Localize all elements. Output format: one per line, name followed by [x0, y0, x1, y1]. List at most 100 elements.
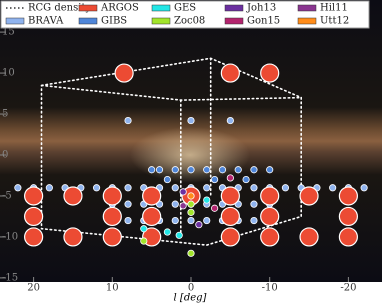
field-marker [299, 186, 319, 206]
y-tick-label: -10 [2, 231, 18, 242]
y-tick-label: 0 [2, 150, 8, 161]
field-marker [179, 188, 187, 196]
field-marker [124, 116, 132, 125]
legend: RCG density BRAVA ARGOS GIBS GES Zoc08 Joh13 Go… [5, 3, 349, 27]
field-marker [220, 227, 240, 247]
field-marker [171, 200, 179, 208]
legend-label: GES [174, 3, 196, 14]
field-marker [260, 186, 280, 206]
x-tick-label: -10 [262, 283, 278, 294]
field-marker [260, 63, 280, 83]
field-marker [220, 186, 240, 206]
field-marker [250, 184, 258, 192]
field-marker [260, 206, 280, 227]
field-marker [155, 166, 164, 174]
legend-label: Joh13 [246, 3, 276, 14]
legend-swatch [297, 17, 317, 25]
y-tick-label: 15 [2, 27, 15, 38]
field-marker [250, 200, 258, 208]
field-marker [92, 184, 101, 192]
legend-swatch [224, 17, 244, 25]
field-marker [171, 216, 179, 225]
legend-label: BRAVA [28, 16, 64, 27]
field-marker [234, 166, 242, 174]
field-marker [281, 184, 290, 192]
field-marker [260, 227, 280, 247]
field-marker [338, 227, 358, 247]
legend-swatch [151, 17, 171, 25]
x-axis-label: l [deg] [174, 293, 207, 304]
legend-swatch [224, 4, 244, 12]
field-marker [124, 184, 132, 192]
field-marker [24, 206, 44, 227]
field-marker [211, 175, 219, 184]
legend-swatch [5, 17, 25, 25]
field-marker [171, 166, 179, 174]
field-marker [114, 63, 134, 83]
legend-label: RCG density [28, 3, 91, 14]
legend-label: ARGOS [100, 3, 139, 14]
field-marker [45, 184, 53, 192]
field-marker [140, 237, 148, 245]
y-tick-label: -5 [2, 190, 12, 201]
field-marker [187, 192, 195, 200]
field-marker [220, 63, 240, 83]
field-marker [142, 206, 162, 227]
legend-label: Hil11 [320, 3, 348, 14]
field-marker [218, 166, 227, 174]
field-marker [242, 175, 250, 184]
field-marker [148, 166, 156, 174]
field-marker [140, 225, 148, 233]
field-marker [24, 186, 44, 206]
field-marker [220, 206, 240, 227]
field-marker [187, 116, 195, 125]
y-tick-label: 10 [2, 68, 15, 79]
x-tick-label: 20 [27, 283, 40, 294]
field-marker [63, 186, 83, 206]
x-tick-label: -20 [340, 283, 356, 294]
field-marker [250, 216, 258, 225]
field-marker [195, 221, 203, 229]
legend-swatch [297, 4, 317, 12]
field-marker [250, 166, 258, 174]
field-marker [338, 206, 358, 227]
field-marker [171, 184, 179, 192]
field-marker [226, 174, 234, 182]
field-marker [142, 186, 162, 206]
legend-label: GIBS [101, 16, 127, 27]
rcg-outline [40, 57, 302, 246]
field-marker [124, 216, 132, 225]
field-marker [329, 184, 337, 192]
field-marker [203, 166, 211, 174]
legend-label: Zoc08 [174, 16, 205, 27]
x-tick-label: 0 [188, 283, 194, 294]
field-marker [179, 202, 187, 210]
field-marker [63, 227, 83, 247]
legend-label: Gon15 [247, 16, 280, 27]
field-marker [14, 184, 22, 192]
field-marker [187, 166, 195, 174]
field-marker [175, 231, 183, 239]
y-tick-label: -15 [2, 272, 18, 283]
field-marker [203, 196, 211, 204]
legend-swatch [78, 17, 98, 25]
axis-band [0, 282, 382, 306]
bulge-glow [130, 127, 250, 183]
legend-swatch [78, 4, 98, 12]
field-marker [24, 227, 44, 247]
plot-area: -15 -10 -5 0 5 10 15 20 10 0 -10 -20 [0, 27, 368, 294]
field-marker [360, 184, 368, 192]
field-marker [226, 116, 234, 125]
field-marker [338, 186, 358, 206]
field-marker [102, 186, 122, 206]
field-marker [187, 249, 195, 257]
field-marker [102, 227, 122, 247]
field-marker [102, 206, 122, 227]
field-marker [299, 227, 319, 247]
field-marker [187, 216, 195, 225]
field-marker [187, 208, 195, 216]
legend-swatch [151, 4, 171, 12]
field-marker [211, 204, 219, 212]
field-marker [187, 200, 195, 208]
